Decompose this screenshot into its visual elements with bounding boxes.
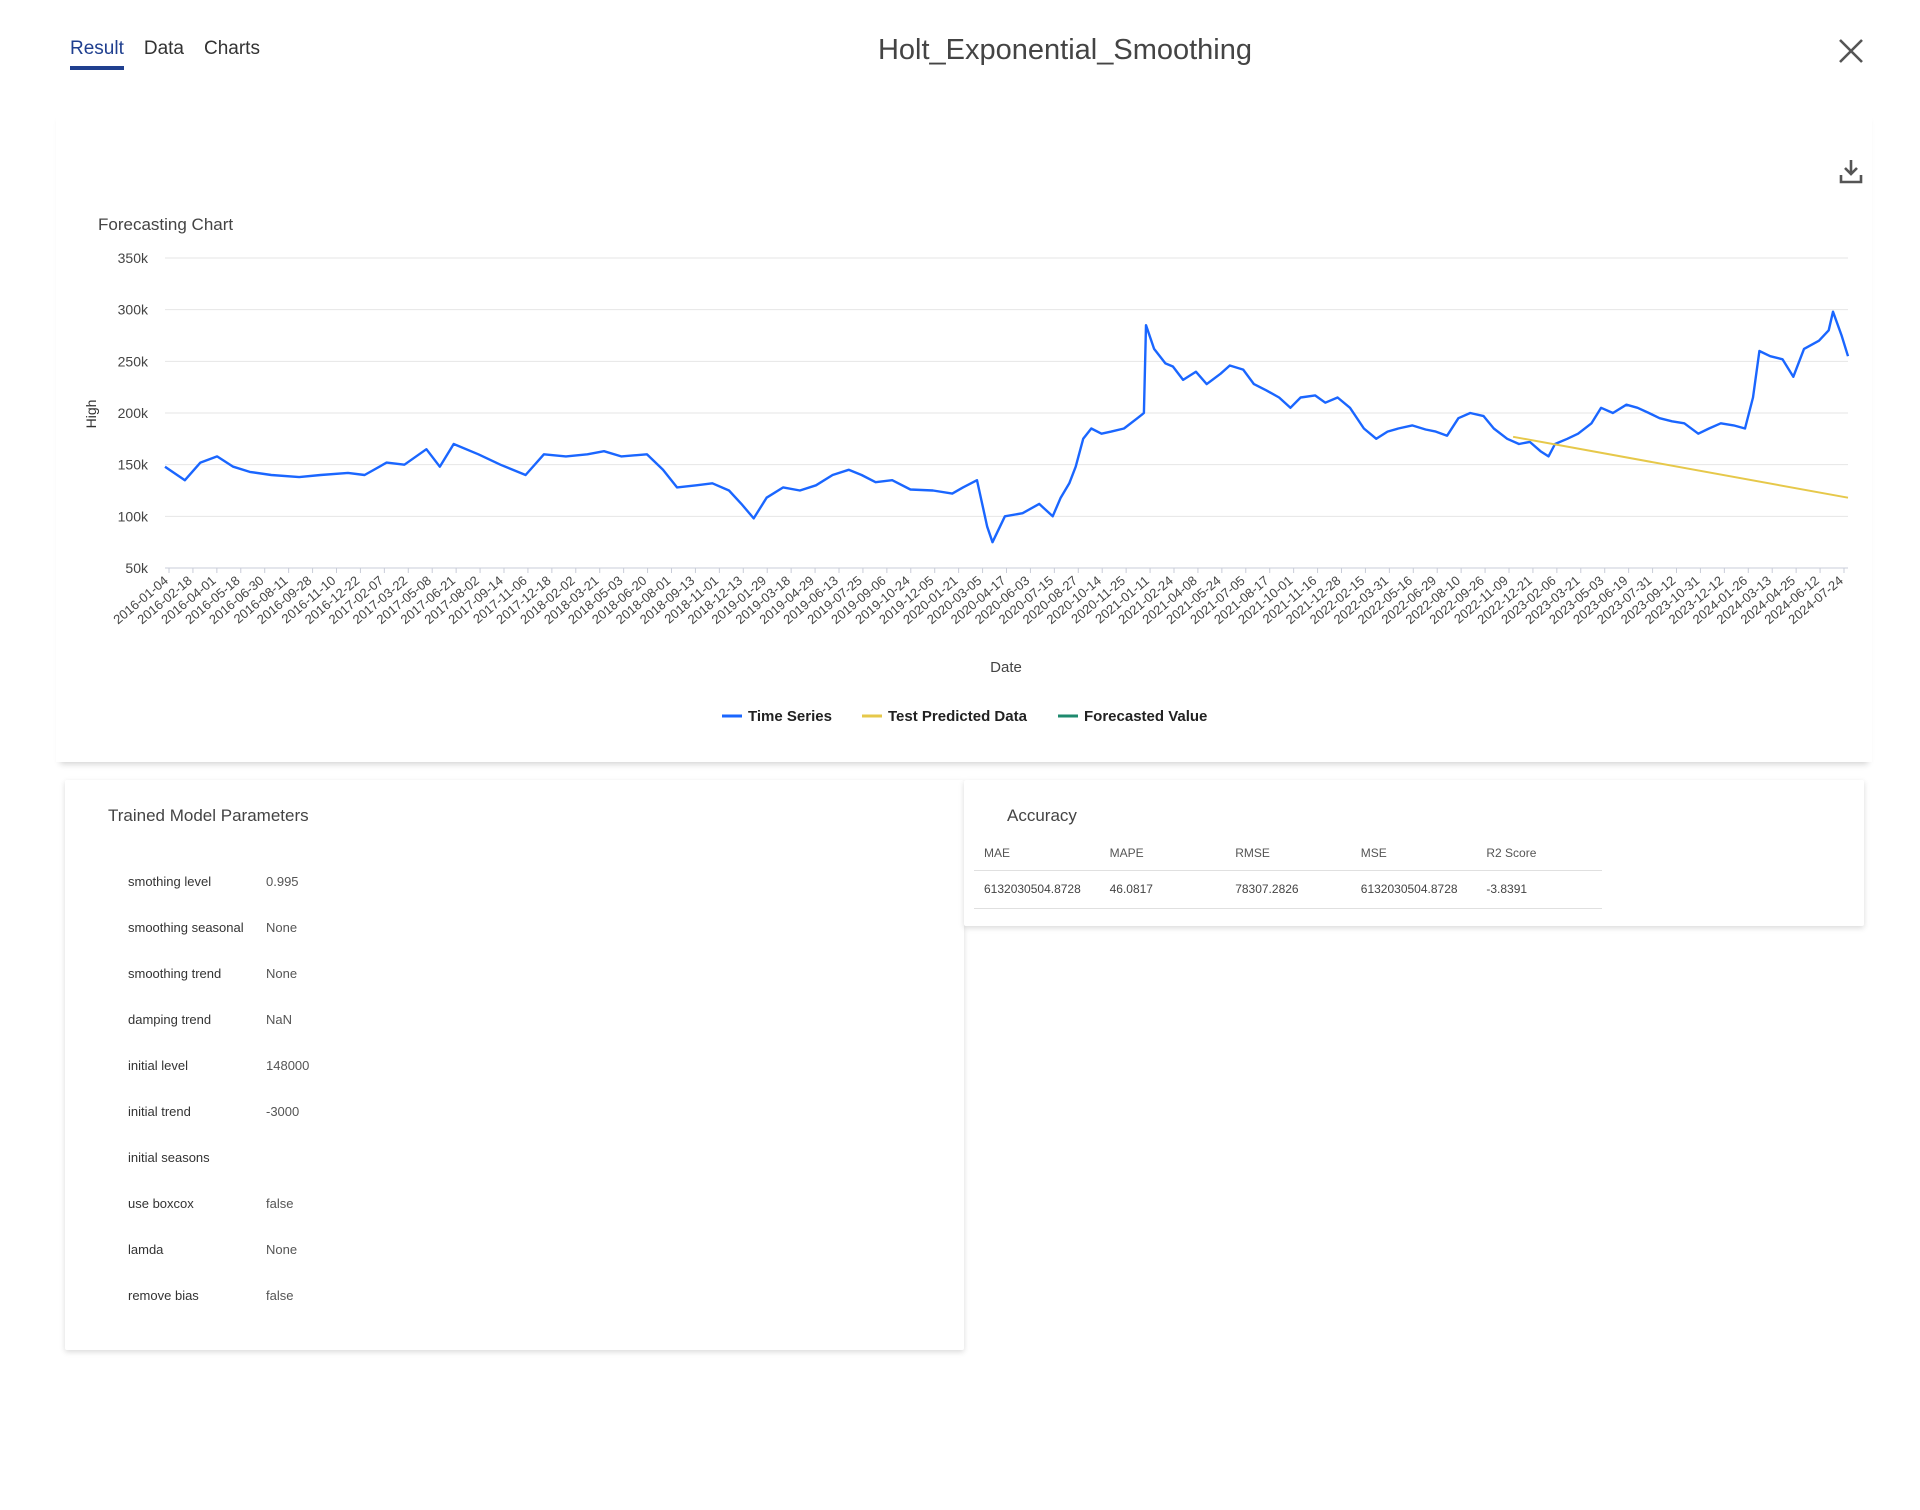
param-key: damping trend <box>128 1012 212 1027</box>
accuracy-header: RMSE <box>1225 836 1351 871</box>
forecasting-chart: 50k 100k 150k 200k 250k 300k 350k 2016-01-0420… <box>83 250 1850 725</box>
accuracy-header: MAE <box>974 836 1100 871</box>
accuracy-card: Accuracy MAE MAPE RMSE MSE R2 Score 6132… <box>964 780 1864 926</box>
accuracy-header: MSE <box>1350 836 1477 871</box>
page-title: Holt_Exponential_Smoothing <box>877 34 1253 66</box>
param-key: smoothing seasonal <box>128 920 244 935</box>
y-axis-label: High <box>83 400 99 429</box>
legend-item[interactable]: Test Predicted Data <box>888 708 1028 725</box>
param-value: false <box>266 1288 294 1303</box>
param-key: initial trend <box>128 1104 191 1119</box>
param-key: smoothing trend <box>128 966 222 981</box>
accuracy-header-row: MAE MAPE RMSE MSE R2 Score <box>974 836 1602 871</box>
accuracy-value: 46.0817 <box>1099 870 1226 909</box>
param-key: use boxcox <box>128 1196 194 1211</box>
param-key: initial seasons <box>128 1150 210 1165</box>
y-tick-label: 150k <box>118 457 149 473</box>
param-row: smoothing trend None <box>128 966 297 986</box>
param-key: smothing level <box>128 874 212 889</box>
accuracy-header: MAPE <box>1099 836 1226 871</box>
params-title: Trained Model Parameters <box>108 806 309 825</box>
tab-bar: Result Data Charts <box>70 38 260 70</box>
param-row: use boxcox false <box>128 1196 293 1216</box>
accuracy-header: R2 Score <box>1476 836 1602 871</box>
trained-model-parameters-card: Trained Model Parameters smothing level 0… <box>65 780 964 1350</box>
chart-title: Forecasting Chart <box>98 215 234 234</box>
param-row: damping trend NaN <box>128 1012 292 1032</box>
accuracy-value: 78307.2826 <box>1225 870 1351 909</box>
param-value: 148000 <box>266 1058 310 1073</box>
close-button[interactable] <box>1836 36 1866 66</box>
accuracy-value: 6132030504.8728 <box>974 870 1100 909</box>
chart-legend: Time Series Test Predicted Data Forecasted… <box>722 708 1207 725</box>
param-row: initial trend -3000 <box>128 1104 299 1124</box>
param-row: smothing level 0.995 <box>128 874 299 894</box>
download-button[interactable] <box>1839 158 1863 184</box>
param-value: 0.995 <box>266 874 299 889</box>
chart-series <box>164 310 1850 544</box>
y-tick-label: 250k <box>118 353 149 369</box>
y-tick-label: 350k <box>118 250 149 266</box>
legend-item[interactable]: Time Series <box>748 708 832 725</box>
accuracy-title: Accuracy <box>1007 806 1077 825</box>
param-row: remove bias false <box>128 1288 293 1308</box>
accuracy-value-row: 6132030504.8728 46.0817 78307.2826 61320… <box>974 870 1602 909</box>
param-value: false <box>266 1196 294 1211</box>
param-row: lamda None <box>128 1242 297 1262</box>
close-icon <box>1839 39 1863 63</box>
param-key: lamda <box>128 1242 164 1257</box>
y-tick-label: 50k <box>125 560 149 576</box>
y-tick-label: 100k <box>118 508 149 524</box>
series-line-time-series <box>164 310 1850 544</box>
tab-data[interactable]: Data <box>143 38 184 59</box>
param-row: smoothing seasonal None <box>128 920 297 940</box>
chart-grid <box>165 257 1848 569</box>
chart-card <box>56 110 1872 762</box>
x-axis-label: Date <box>990 659 1022 676</box>
accuracy-value: 6132030504.8728 <box>1350 870 1477 909</box>
param-key: remove bias <box>128 1288 199 1303</box>
param-row: initial level 148000 <box>128 1058 309 1078</box>
download-icon <box>1839 160 1863 184</box>
y-tick-label: 300k <box>118 302 149 318</box>
param-value: None <box>266 1242 298 1257</box>
x-axis-ticks: 2016-01-042016-02-182016-04-012016-05-18… <box>110 568 1846 627</box>
tab-charts[interactable]: Charts <box>204 38 260 59</box>
param-row: initial seasons <box>128 1150 266 1170</box>
param-value: -3000 <box>266 1104 300 1119</box>
y-axis-ticks: 50k 100k 150k 200k 250k 300k 350k <box>118 250 149 576</box>
series-line-test-predicted-data <box>1512 435 1849 499</box>
param-value: None <box>266 920 298 935</box>
param-key: initial level <box>128 1058 188 1073</box>
y-tick-label: 200k <box>118 405 149 421</box>
accuracy-table: MAE MAPE RMSE MSE R2 Score 6132030504.87… <box>974 836 1602 909</box>
param-value: NaN <box>266 1012 293 1027</box>
param-value: None <box>266 966 298 981</box>
accuracy-value: -3.8391 <box>1476 870 1602 909</box>
tab-result[interactable]: Result <box>70 38 124 70</box>
legend-item[interactable]: Forecasted Value <box>1084 708 1207 725</box>
